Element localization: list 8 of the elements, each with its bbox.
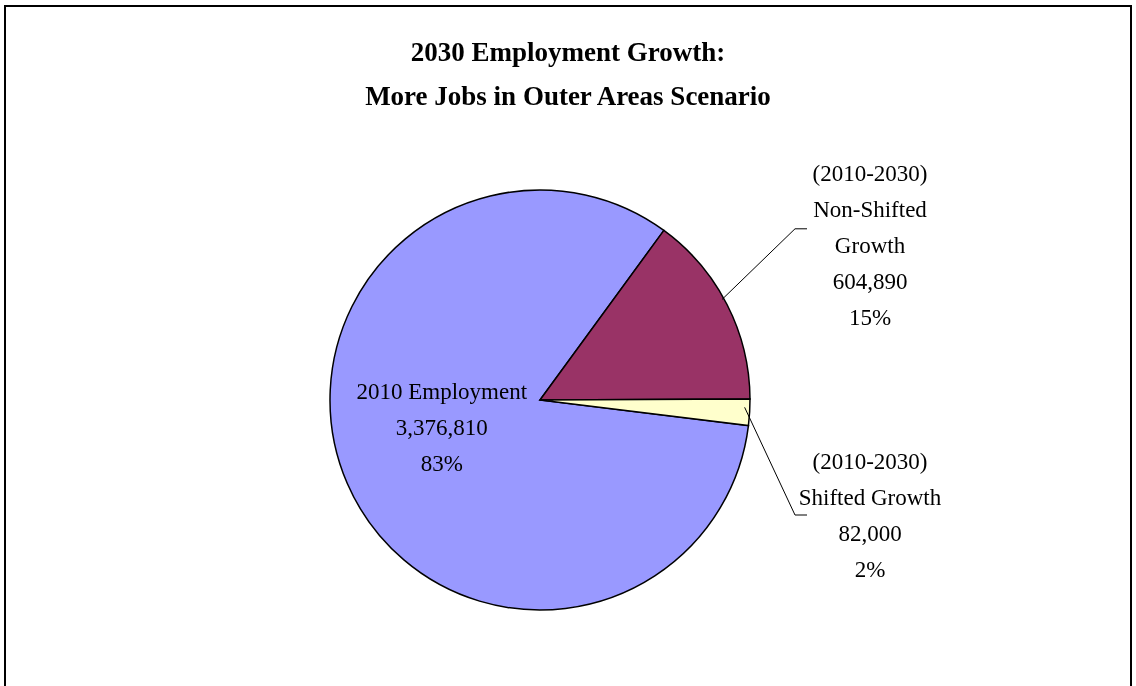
data-label: 604,890 15% [832, 269, 908, 330]
data-label: 3,376,810 83% [395, 414, 488, 476]
data-label: 82,000 2% [838, 521, 902, 582]
chart-title: 2030 Employment Growth: More Jobs in Outer Areas Scenario [364, 36, 772, 113]
pie-slice [329, 189, 750, 611]
slice-label: 2010 Employment [356, 378, 528, 404]
slice-label: (2010-2030) Non-Shifted Growth [812, 161, 928, 258]
slice-label: (2010-2030) Shifted Growth [798, 449, 942, 510]
